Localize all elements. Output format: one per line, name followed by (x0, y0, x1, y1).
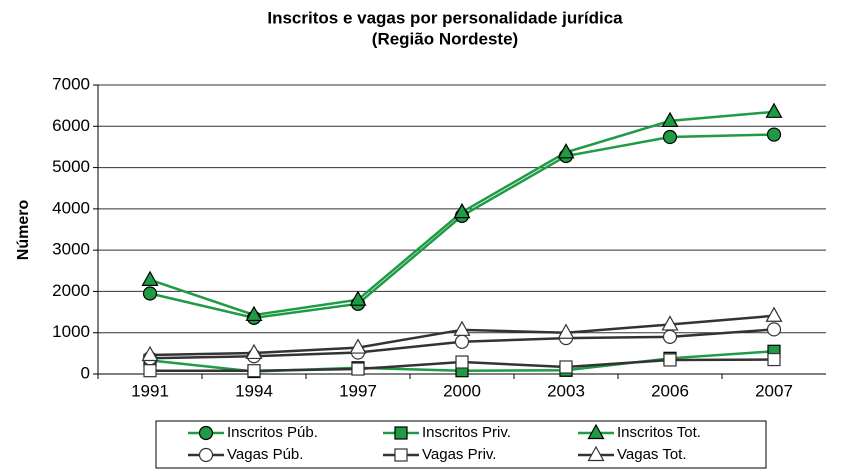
data-point (247, 364, 261, 378)
data-point (142, 286, 158, 301)
data-point (661, 315, 679, 331)
y-tick-label: 0 (81, 363, 90, 382)
legend-marker (587, 445, 605, 462)
y-tick-label: 5000 (52, 157, 90, 176)
data-point (143, 364, 157, 378)
data-point (557, 323, 575, 339)
legend-box (155, 420, 767, 469)
legend-marker (394, 448, 408, 462)
data-point (349, 338, 367, 354)
data-point (765, 306, 783, 322)
legend-marker (394, 426, 408, 440)
data-point (453, 320, 471, 336)
x-tick-label: 2000 (443, 381, 481, 400)
data-point (453, 202, 471, 219)
y-tick-label: 6000 (52, 116, 90, 135)
data-point (141, 270, 159, 286)
data-point (557, 143, 575, 159)
legend-label: Vagas Priv. (422, 446, 496, 463)
x-tick-label: 2006 (651, 381, 689, 400)
x-tick-label: 1994 (235, 381, 273, 400)
data-point (766, 127, 782, 142)
legend-label: Vagas Tot. (617, 446, 687, 463)
data-point (141, 345, 159, 362)
data-point (663, 353, 677, 367)
data-point (765, 102, 783, 118)
data-point (454, 334, 470, 349)
legend-label: Vagas Púb. (227, 446, 303, 463)
y-axis-label: Número (15, 200, 32, 261)
y-tick-label: 1000 (52, 322, 90, 341)
y-tick-label: 2000 (52, 281, 90, 300)
data-point (766, 322, 782, 337)
legend-marker (198, 425, 214, 441)
data-point (455, 355, 469, 369)
x-tick-label: 2003 (547, 381, 585, 400)
data-point (559, 360, 573, 374)
chart-title: Inscritos e vagas por personalidade jurí… (267, 8, 623, 27)
data-point (662, 129, 678, 145)
data-point (245, 343, 263, 360)
legend-label: Inscritos Priv. (422, 424, 511, 441)
series-line (149, 133, 775, 320)
data-point (351, 362, 365, 376)
data-point (767, 352, 781, 367)
legend-label: Inscritos Púb. (227, 424, 318, 441)
legend-marker (198, 447, 214, 463)
x-tick-label: 1991 (131, 381, 169, 400)
data-point (349, 290, 367, 306)
y-tick-label: 4000 (52, 198, 90, 217)
legend-label: Inscritos Tot. (617, 424, 701, 441)
x-tick-label: 2007 (755, 381, 793, 400)
legend-marker (587, 423, 605, 440)
x-tick-label: 1997 (339, 381, 377, 400)
y-tick-label: 7000 (52, 74, 90, 93)
data-point (662, 329, 678, 344)
chart-subtitle: (Região Nordeste) (372, 29, 518, 48)
data-point (245, 305, 263, 322)
y-tick-label: 3000 (52, 240, 90, 259)
data-point (661, 111, 679, 128)
